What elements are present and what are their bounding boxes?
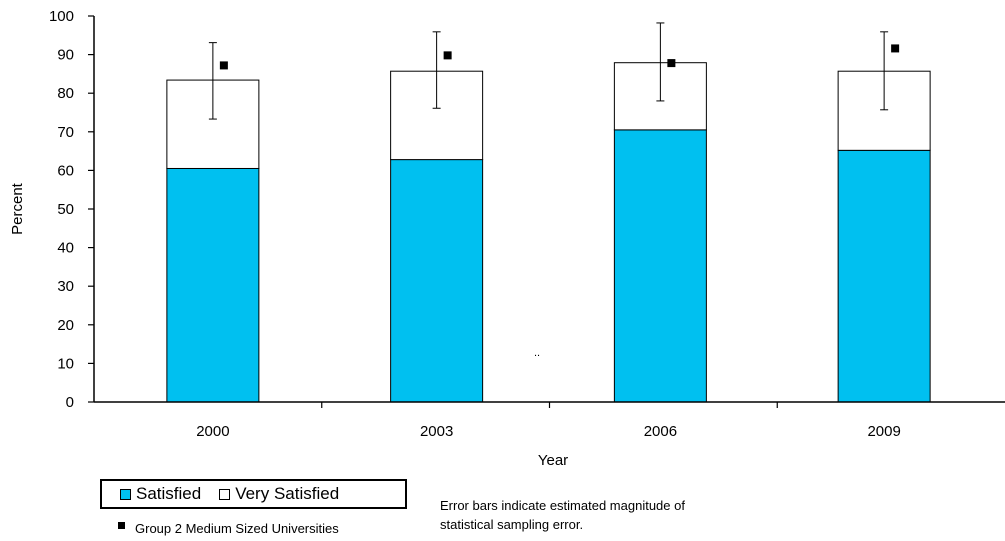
error-bar-note: Error bars indicate estimated magnitude … (440, 496, 685, 534)
legend-label-very-satisfied: Very Satisfied (235, 484, 340, 503)
legend-item-very-satisfied: Very Satisfied (219, 484, 339, 504)
y-tick-label-100: 100 (49, 8, 74, 25)
y-tick-label-40: 40 (57, 240, 74, 257)
note-line-2: statistical sampling error. (440, 517, 584, 532)
bar-satisfied-2000 (166, 167, 260, 403)
x-tick-label-2000: 2000 (196, 423, 229, 440)
note-line-1: Error bars indicate estimated magnitude … (440, 498, 685, 513)
x-tick-label-2003: 2003 (420, 423, 453, 440)
bar-satisfied-2003 (390, 159, 484, 403)
error-bars-group (208, 22, 889, 120)
y-tick-label-30: 30 (57, 278, 74, 295)
legend-item-group2: Group 2 Medium Sized Universities (118, 521, 339, 536)
y-tick-label-70: 70 (57, 124, 74, 141)
legend: Satisfied Very Satisfied (100, 479, 407, 509)
legend-item-satisfied: Satisfied (120, 484, 201, 504)
legend-label-satisfied: Satisfied (136, 484, 202, 503)
bar-satisfied-2006 (613, 129, 707, 403)
marker-2006 (667, 59, 676, 68)
legend-swatch-very-satisfied (219, 488, 231, 500)
bar-satisfied-2009 (837, 149, 931, 403)
x-tick-label-2009: 2009 (867, 423, 900, 440)
x-axis-title: Year (538, 452, 568, 469)
marker-2000 (219, 61, 228, 70)
x-tick-label-2006: 2006 (644, 423, 677, 440)
y-tick-label-60: 60 (57, 162, 74, 179)
legend-label-group2: Group 2 Medium Sized Universities (135, 521, 339, 536)
x-axis-ticks: 2000 2003 2006 2009 (196, 402, 901, 440)
y-tick-label-10: 10 (57, 355, 74, 372)
legend-swatch-satisfied (120, 488, 131, 500)
bars-group (166, 62, 931, 403)
legend-marker-square (118, 522, 125, 529)
marker-2003 (443, 51, 452, 60)
y-axis-ticks: 0 10 20 30 40 50 60 70 80 90 100 (49, 8, 94, 411)
y-axis-title: Percent (9, 182, 26, 235)
stray-mark: .. (534, 347, 540, 359)
y-tick-label-80: 80 (57, 85, 74, 102)
y-tick-label-50: 50 (57, 201, 74, 218)
y-tick-label-0: 0 (66, 394, 74, 411)
y-tick-label-20: 20 (57, 317, 74, 334)
marker-2009 (891, 44, 900, 53)
markers-group (219, 44, 900, 70)
y-tick-label-90: 90 (57, 47, 74, 64)
